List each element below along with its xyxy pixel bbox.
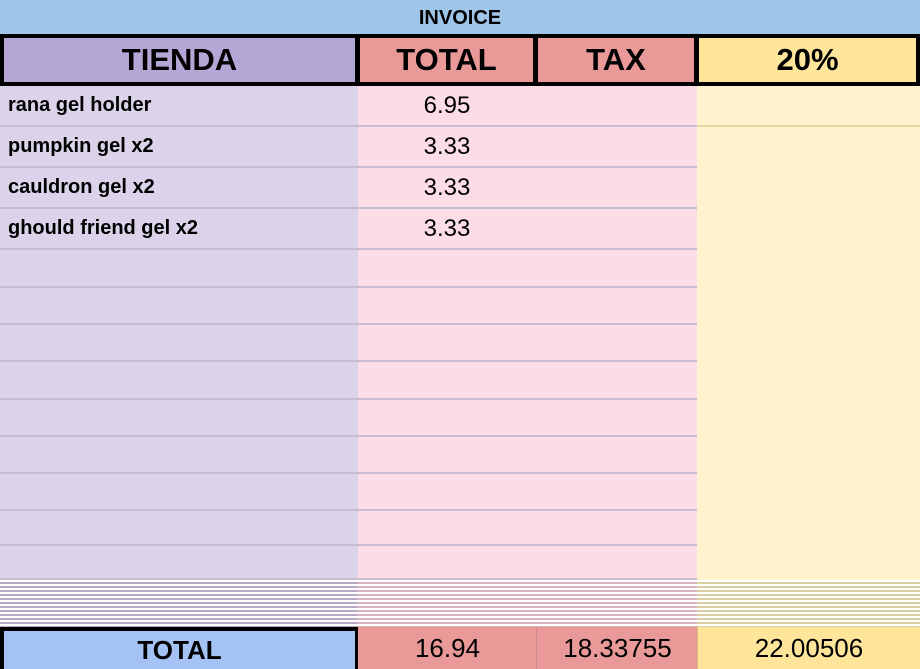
total-cell[interactable] [358, 325, 537, 362]
total-cell[interactable] [358, 511, 537, 546]
item-cell[interactable] [0, 325, 359, 362]
item-cell[interactable] [0, 288, 359, 325]
tax-cell[interactable] [536, 127, 698, 168]
total-cell[interactable]: 6.95 [358, 86, 537, 127]
item-cell[interactable] [0, 546, 359, 580]
item-cell[interactable]: cauldron gel x2 [0, 168, 359, 209]
footer-total-value[interactable]: 16.94 [358, 627, 537, 669]
tax-cell[interactable] [536, 362, 698, 400]
percent-cell[interactable] [697, 86, 920, 127]
total-cell[interactable] [358, 437, 537, 474]
total-cell[interactable] [358, 400, 537, 437]
tax-cell[interactable] [536, 400, 698, 437]
tax-cell[interactable] [536, 86, 698, 127]
tax-cell[interactable] [536, 437, 698, 474]
invoice-title: INVOICE [0, 0, 920, 34]
item-cell[interactable] [0, 437, 359, 474]
header-percent[interactable]: 20% [697, 34, 920, 86]
header-tax[interactable]: TAX [536, 34, 698, 86]
item-cell[interactable] [0, 362, 359, 400]
hidden-rows [536, 580, 698, 627]
hidden-rows [358, 580, 537, 627]
item-cell[interactable]: pumpkin gel x2 [0, 127, 359, 168]
total-cell[interactable]: 3.33 [358, 168, 537, 209]
item-cell[interactable] [0, 511, 359, 546]
tax-cell[interactable] [536, 325, 698, 362]
tax-cell[interactable] [536, 288, 698, 325]
item-cell[interactable]: ghould friend gel x2 [0, 209, 359, 250]
header-total[interactable]: TOTAL [358, 34, 537, 86]
total-cell[interactable] [358, 288, 537, 325]
tax-cell[interactable] [536, 168, 698, 209]
total-cell[interactable] [358, 474, 537, 511]
hidden-rows [0, 580, 359, 627]
hidden-rows [697, 580, 920, 627]
item-cell[interactable] [0, 250, 359, 288]
tax-cell[interactable] [536, 511, 698, 546]
total-cell[interactable] [358, 362, 537, 400]
tax-cell[interactable] [536, 546, 698, 580]
footer-total-label[interactable]: TOTAL [0, 627, 359, 669]
total-cell[interactable]: 3.33 [358, 209, 537, 250]
tax-cell[interactable] [536, 250, 698, 288]
header-tienda[interactable]: TIENDA [0, 34, 359, 86]
tax-cell[interactable] [536, 209, 698, 250]
total-cell[interactable]: 3.33 [358, 127, 537, 168]
item-cell[interactable]: rana gel holder [0, 86, 359, 127]
item-cell[interactable] [0, 400, 359, 437]
footer-percent-value[interactable]: 22.00506 [697, 627, 920, 669]
percent-merged-cell[interactable] [697, 127, 920, 580]
tax-cell[interactable] [536, 474, 698, 511]
footer-tax-value[interactable]: 18.33755 [536, 627, 698, 669]
total-cell[interactable] [358, 546, 537, 580]
item-cell[interactable] [0, 474, 359, 511]
total-cell[interactable] [358, 250, 537, 288]
